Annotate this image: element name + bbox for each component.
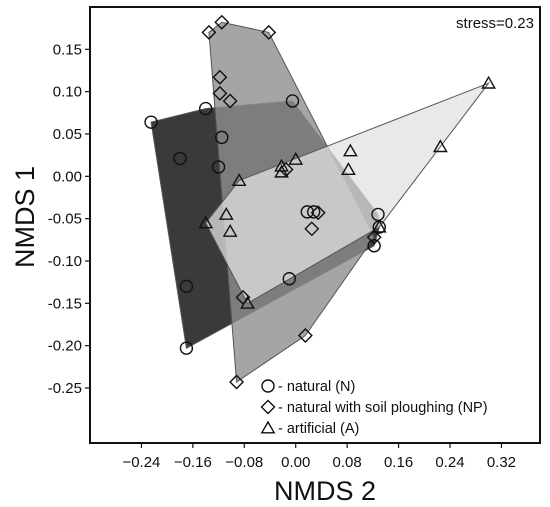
point-diamond-5 <box>222 93 238 109</box>
y-tick-label: 0.05 <box>53 126 82 143</box>
point-diamond-2 <box>261 24 277 40</box>
point-circle-7 <box>285 94 300 108</box>
y-tick-label: -0.25 <box>48 380 82 397</box>
x-tick-label: −0.24 <box>122 454 160 471</box>
point-triangle-4 <box>288 151 304 165</box>
x-tick-label: 0.24 <box>435 454 464 471</box>
point-circle-12 <box>367 239 381 253</box>
point-diamond-12 <box>366 229 382 245</box>
x-tick-label: 0.32 <box>487 454 516 471</box>
point-circle-11 <box>371 207 385 222</box>
point-diamond-3 <box>212 69 228 85</box>
point-triangle-5 <box>274 158 289 172</box>
y-axis: 0.15 0.10 0.05 0.00 -0.05 -0.10 -0.15 -0.20 -0.2… <box>48 41 90 397</box>
point-layer <box>144 14 496 390</box>
point-triangle-10 <box>222 223 238 237</box>
x-tick-label: −0.16 <box>174 454 212 471</box>
point-triangle-12 <box>371 219 387 233</box>
plot-frame <box>89 6 541 444</box>
point-diamond-1 <box>214 14 230 30</box>
point-triangle-0 <box>481 75 496 89</box>
legend-circle-icon <box>261 379 275 393</box>
point-triangle-7 <box>231 173 247 187</box>
x-tick-label: −0.08 <box>225 454 263 471</box>
point-triangle-1 <box>432 139 448 153</box>
y-tick-label: 0.15 <box>53 41 82 58</box>
point-diamond-8 <box>310 205 326 221</box>
legend: - natural (N) - natural with soil ploughi… <box>260 379 488 437</box>
point-triangle-11 <box>240 295 255 309</box>
point-circle-0 <box>144 115 158 129</box>
hull-layer <box>150 21 491 383</box>
y-axis-title: NMDS 1 <box>10 166 40 268</box>
point-diamond-11 <box>229 374 245 390</box>
x-tick-label: 0.16 <box>384 454 413 471</box>
point-diamond-7 <box>304 221 320 237</box>
legend-diamond-icon <box>260 399 276 415</box>
y-tick-label: 0.00 <box>53 168 82 185</box>
legend-label-circle: - natural (N) <box>278 379 355 395</box>
x-axis-title: NMDS 2 <box>274 476 376 506</box>
point-circle-9 <box>307 205 321 219</box>
point-circle-6 <box>179 341 194 355</box>
point-triangle-3 <box>341 162 356 176</box>
y-tick-label: -0.20 <box>48 338 82 355</box>
point-triangle-9 <box>218 207 234 220</box>
point-triangle-6 <box>274 164 289 178</box>
legend-label-diamond: - natural with soil ploughing (NP) <box>278 400 488 416</box>
legend-label-triangle: - artificial (A) <box>278 421 359 437</box>
x-tick-label: 0.00 <box>281 454 310 471</box>
point-circle-2 <box>199 101 213 116</box>
point-triangle-2 <box>342 143 358 157</box>
point-circle-1 <box>173 151 187 166</box>
y-tick-label: -0.05 <box>48 211 82 228</box>
point-circle-3 <box>211 160 226 174</box>
point-diamond-0 <box>201 24 217 40</box>
y-tick-label: -0.15 <box>48 295 82 312</box>
y-tick-label: -0.10 <box>48 253 82 270</box>
point-circle-5 <box>179 279 194 294</box>
x-axis: −0.24 −0.16 −0.08 0.00 0.08 0.16 0.24 0.32 <box>122 443 516 471</box>
point-triangle-8 <box>198 215 214 229</box>
legend-triangle-icon <box>260 420 276 434</box>
x-tick-label: 0.08 <box>333 454 362 471</box>
stress-annotation: stress=0.23 <box>456 15 534 32</box>
point-diamond-9 <box>297 327 313 343</box>
point-circle-10 <box>282 272 296 286</box>
y-tick-label: 0.10 <box>53 84 82 101</box>
point-circle-4 <box>215 130 229 145</box>
hull-triangle-group <box>205 82 491 305</box>
point-diamond-4 <box>212 85 228 101</box>
